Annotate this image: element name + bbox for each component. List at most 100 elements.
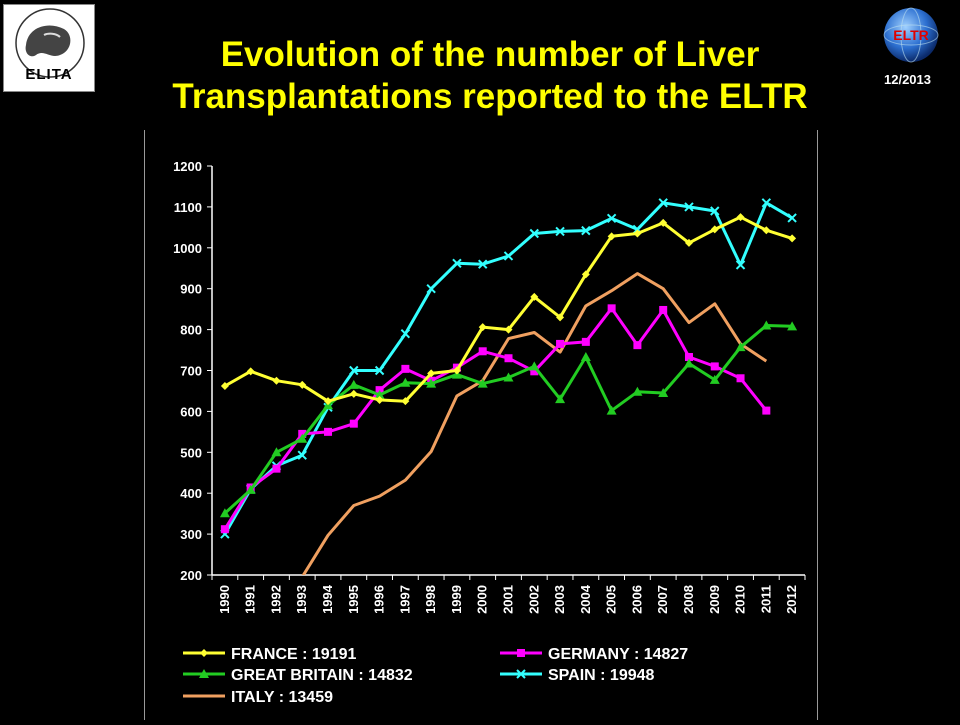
y-tick-label: 600 bbox=[180, 404, 202, 419]
data-point-france bbox=[246, 367, 255, 376]
data-point-france bbox=[633, 229, 642, 238]
data-point-spain bbox=[478, 259, 488, 269]
data-point-germany bbox=[659, 305, 668, 314]
x-tick-label: 1999 bbox=[449, 585, 464, 614]
data-point-france bbox=[659, 218, 668, 227]
data-point-france bbox=[427, 369, 436, 378]
data-point-germany bbox=[530, 367, 539, 376]
y-tick-label: 700 bbox=[180, 364, 202, 379]
series-line-italy bbox=[301, 272, 768, 575]
legend-item-great_britain: GREAT BRITAIN : 14832 bbox=[183, 667, 413, 684]
legend-label: GERMANY : 14827 bbox=[548, 646, 688, 663]
x-tick-label: 2008 bbox=[681, 585, 696, 614]
data-point-great_britain bbox=[580, 352, 591, 362]
data-point-great_britain bbox=[735, 342, 746, 352]
data-point-france bbox=[710, 225, 719, 234]
x-tick-label: 1996 bbox=[372, 585, 387, 614]
data-point-france bbox=[556, 313, 565, 322]
title-line-1: Evolution of the number of Liver bbox=[220, 35, 760, 74]
data-point-spain-stroke-b bbox=[761, 198, 772, 208]
y-tick-label: 300 bbox=[180, 527, 202, 542]
data-point-france bbox=[788, 234, 797, 243]
y-tick-label: 1000 bbox=[173, 241, 202, 256]
data-point-france bbox=[581, 270, 590, 279]
x-tick-label: 1997 bbox=[397, 585, 412, 614]
x-tick-label: 1994 bbox=[320, 584, 335, 614]
data-point-spain bbox=[555, 226, 565, 237]
legend-swatch-marker bbox=[516, 669, 526, 679]
data-point-great_britain bbox=[658, 387, 669, 397]
legend-swatch-marker bbox=[517, 649, 525, 657]
data-point-germany bbox=[710, 362, 719, 371]
data-point-germany bbox=[684, 353, 693, 362]
chart-legend: FRANCE : 19191 GERMANY : 14827 GREAT BRITA… bbox=[183, 646, 688, 706]
elita-logo: ELITA bbox=[3, 4, 95, 92]
data-point-france bbox=[478, 323, 487, 332]
data-point-spain bbox=[761, 198, 772, 208]
x-tick-label: 1993 bbox=[294, 585, 309, 614]
x-tick-label: 2002 bbox=[526, 585, 541, 614]
x-tick-label: 1990 bbox=[217, 585, 232, 614]
data-point-france bbox=[349, 389, 358, 398]
data-point-france bbox=[401, 397, 410, 406]
data-point-spain bbox=[349, 365, 359, 376]
data-point-spain-stroke-b bbox=[581, 225, 591, 236]
x-tick-label: 1991 bbox=[243, 585, 258, 614]
data-point-spain bbox=[503, 251, 514, 261]
data-point-spain-stroke-b bbox=[297, 450, 307, 460]
data-point-great_britain bbox=[503, 372, 514, 382]
data-point-spain-stroke-b bbox=[374, 365, 385, 376]
data-point-france bbox=[504, 325, 513, 334]
data-point-great_britain bbox=[400, 377, 411, 387]
x-tick-label: 1998 bbox=[423, 585, 438, 614]
data-point-spain bbox=[658, 198, 668, 208]
data-point-germany bbox=[478, 347, 487, 356]
x-tick-label: 2005 bbox=[604, 585, 619, 614]
data-point-france bbox=[607, 232, 616, 241]
series-line-spain bbox=[223, 201, 793, 535]
data-point-france bbox=[298, 380, 307, 389]
data-point-great_britain bbox=[683, 358, 694, 368]
data-point-spain bbox=[710, 206, 720, 216]
x-tick-label: 2011 bbox=[758, 585, 773, 613]
data-point-france bbox=[736, 213, 745, 222]
series-spain bbox=[220, 198, 797, 539]
data-point-great_britain bbox=[529, 361, 540, 371]
y-tick-label: 500 bbox=[180, 445, 202, 460]
data-point-spain-stroke-b bbox=[349, 365, 359, 376]
x-tick-label: 1992 bbox=[268, 585, 283, 614]
data-point-germany bbox=[762, 406, 771, 415]
data-point-spain bbox=[787, 213, 797, 223]
series-france bbox=[220, 213, 797, 406]
chart-panel: 200 300 400 500 600 700 800 900 1000 1100 1200 1990… bbox=[144, 130, 818, 720]
data-point-great_britain bbox=[787, 321, 798, 331]
data-point-germany bbox=[220, 525, 229, 534]
x-tick-label: 2006 bbox=[629, 585, 644, 614]
data-point-germany bbox=[581, 337, 590, 346]
legend-swatch-marker bbox=[200, 649, 208, 657]
y-tick-label: 1200 bbox=[173, 159, 202, 174]
data-point-france bbox=[375, 395, 384, 404]
data-point-spain-stroke-b bbox=[478, 259, 488, 269]
legend-item-germany: GERMANY : 14827 bbox=[500, 646, 688, 663]
data-point-spain-stroke-b bbox=[787, 213, 797, 223]
data-point-germany bbox=[504, 354, 513, 363]
data-point-great_britain bbox=[477, 378, 488, 388]
data-point-great_britain bbox=[374, 390, 385, 400]
x-tick-label: 2012 bbox=[784, 585, 799, 614]
data-point-france bbox=[452, 366, 461, 375]
data-point-france bbox=[684, 238, 693, 247]
series-italy bbox=[301, 272, 768, 575]
data-point-spain-stroke-b bbox=[555, 226, 565, 237]
data-point-great_britain bbox=[271, 447, 282, 457]
data-point-spain-stroke-b bbox=[452, 258, 462, 269]
data-point-spain bbox=[426, 283, 436, 294]
eltr-globe-icon: ELTR bbox=[883, 7, 939, 63]
x-tick-label: 2004 bbox=[578, 584, 593, 614]
legend-swatch-marker bbox=[199, 669, 209, 678]
x-tick-label: 1995 bbox=[346, 585, 361, 614]
x-tick-label: 2003 bbox=[552, 585, 567, 614]
data-point-great_britain bbox=[245, 484, 256, 494]
series-great_britain bbox=[219, 320, 798, 518]
data-point-germany bbox=[349, 419, 358, 428]
